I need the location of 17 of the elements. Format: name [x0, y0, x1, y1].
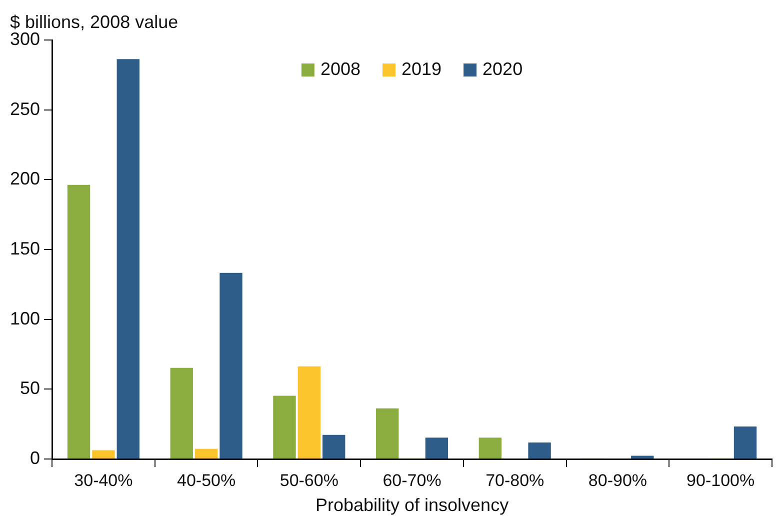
x-tick-label: 30-40%: [74, 470, 133, 490]
legend-label: 2020: [482, 58, 523, 79]
y-tick-label: 250: [10, 98, 40, 119]
x-tick-label: 70-80%: [486, 470, 544, 490]
x-axis-title: Probability of insolvency: [315, 495, 509, 516]
x-tick-label: 50-60%: [280, 470, 338, 490]
legend-label: 2008: [320, 58, 360, 79]
y-tick-label: 100: [10, 308, 40, 328]
y-tick-label: 0: [30, 448, 40, 468]
x-tick-label: 90-100%: [686, 470, 755, 490]
x-tick-label: 80-90%: [588, 470, 648, 490]
legend-label: 2019: [401, 58, 442, 79]
y-tick-label: 200: [10, 168, 40, 189]
y-tick-label: 50: [20, 378, 40, 398]
x-tick-label: 60-70%: [382, 470, 442, 490]
y-tick-label: 150: [10, 238, 40, 258]
x-tick-label: 40-50%: [177, 470, 236, 490]
